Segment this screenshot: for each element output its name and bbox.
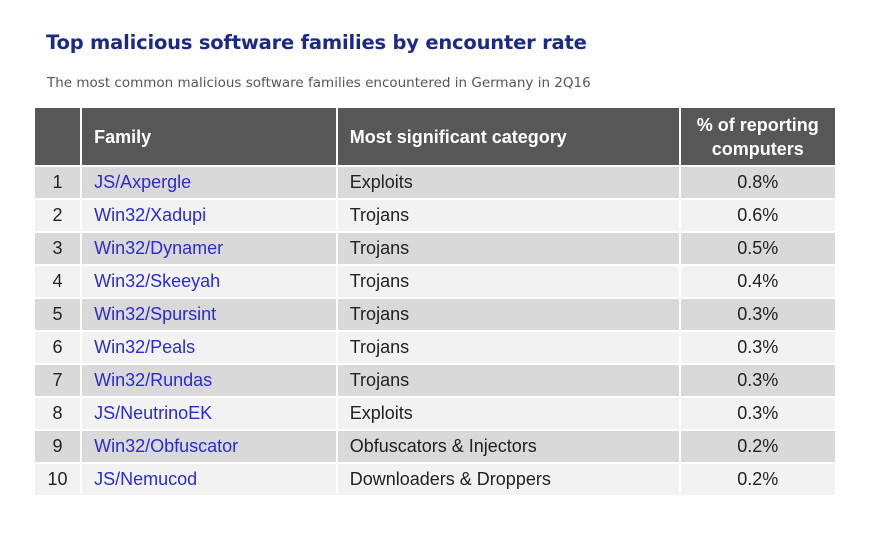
header-family: Family (82, 108, 336, 165)
family-cell: Win32/Xadupi (82, 200, 336, 231)
header-category: Most significant category (337, 108, 679, 165)
category-cell: Exploits (337, 398, 679, 429)
rank-cell: 6 (35, 332, 81, 363)
header-percent: % of reporting computers (680, 108, 835, 165)
category-cell: Trojans (337, 266, 679, 297)
page-subtitle: The most common malicious software famil… (47, 75, 591, 91)
percent-cell: 0.3% (680, 365, 835, 396)
page-title: Top malicious software families by encou… (46, 31, 587, 54)
family-cell: Win32/Skeeyah (82, 266, 336, 297)
rank-cell: 3 (35, 233, 81, 264)
percent-cell: 0.3% (680, 332, 835, 363)
family-cell: JS/NeutrinoEK (82, 398, 336, 429)
family-cell: Win32/Rundas (82, 365, 336, 396)
percent-cell: 0.8% (680, 167, 835, 198)
rank-cell: 10 (35, 464, 81, 495)
category-cell: Trojans (337, 299, 679, 330)
table-header-row: Family Most significant category % of re… (35, 108, 835, 165)
header-rank (35, 108, 81, 165)
rank-cell: 4 (35, 266, 81, 297)
family-cell: Win32/Spursint (82, 299, 336, 330)
percent-cell: 0.2% (680, 431, 835, 462)
table-row: 9 Win32/Obfuscator Obfuscators & Injecto… (35, 431, 835, 462)
category-cell: Trojans (337, 200, 679, 231)
table-row: 4 Win32/Skeeyah Trojans 0.4% (35, 266, 835, 297)
malware-families-table: Family Most significant category % of re… (33, 106, 837, 497)
header-percent-line1: % of reporting (696, 114, 819, 135)
category-cell: Trojans (337, 233, 679, 264)
family-cell: Win32/Obfuscator (82, 431, 336, 462)
table-row: 6 Win32/Peals Trojans 0.3% (35, 332, 835, 363)
rank-cell: 9 (35, 431, 81, 462)
table-row: 1 JS/Axpergle Exploits 0.8% (35, 167, 835, 198)
rank-cell: 7 (35, 365, 81, 396)
rank-cell: 1 (35, 167, 81, 198)
percent-cell: 0.4% (680, 266, 835, 297)
category-cell: Trojans (337, 365, 679, 396)
percent-cell: 0.3% (680, 299, 835, 330)
percent-cell: 0.6% (680, 200, 835, 231)
family-cell: Win32/Dynamer (82, 233, 336, 264)
category-cell: Downloaders & Droppers (337, 464, 679, 495)
category-cell: Obfuscators & Injectors (337, 431, 679, 462)
percent-cell: 0.3% (680, 398, 835, 429)
table-row: 5 Win32/Spursint Trojans 0.3% (35, 299, 835, 330)
table-row: 10 JS/Nemucod Downloaders & Droppers 0.2… (35, 464, 835, 495)
table-row: 2 Win32/Xadupi Trojans 0.6% (35, 200, 835, 231)
rank-cell: 5 (35, 299, 81, 330)
rank-cell: 8 (35, 398, 81, 429)
family-cell: JS/Axpergle (82, 167, 336, 198)
rank-cell: 2 (35, 200, 81, 231)
table-row: 8 JS/NeutrinoEK Exploits 0.3% (35, 398, 835, 429)
family-cell: Win32/Peals (82, 332, 336, 363)
category-cell: Exploits (337, 167, 679, 198)
header-percent-line2: computers (711, 138, 804, 159)
table-row: 3 Win32/Dynamer Trojans 0.5% (35, 233, 835, 264)
category-cell: Trojans (337, 332, 679, 363)
percent-cell: 0.2% (680, 464, 835, 495)
percent-cell: 0.5% (680, 233, 835, 264)
family-cell: JS/Nemucod (82, 464, 336, 495)
table-row: 7 Win32/Rundas Trojans 0.3% (35, 365, 835, 396)
